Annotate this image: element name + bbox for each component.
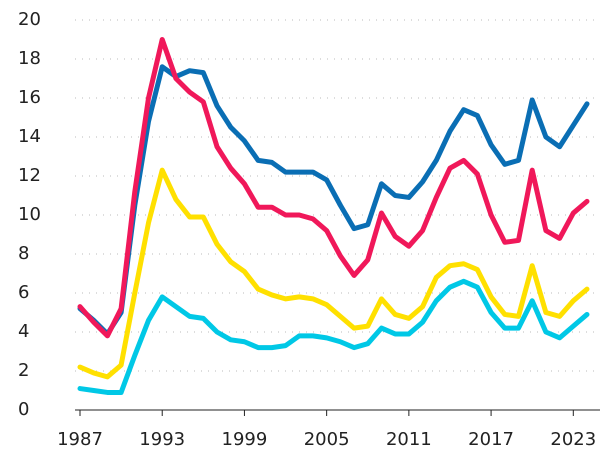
y-tick-label: 4 bbox=[18, 321, 29, 342]
x-tick-label: 1993 bbox=[139, 429, 185, 450]
y-tick-label: 14 bbox=[18, 126, 41, 147]
x-tick-label: 2005 bbox=[304, 429, 350, 450]
x-tick-label: 2011 bbox=[386, 429, 432, 450]
series-line bbox=[77, 64, 590, 337]
y-tick-label: 20 bbox=[18, 9, 41, 30]
x-tick-label: 1987 bbox=[57, 429, 103, 450]
y-tick-label: 16 bbox=[18, 87, 41, 108]
y-tick-label: 2 bbox=[18, 360, 29, 381]
y-tick-label: 8 bbox=[18, 243, 29, 264]
y-tick-label: 18 bbox=[18, 48, 41, 69]
series-line bbox=[77, 278, 590, 395]
x-tick-label: 2017 bbox=[468, 429, 514, 450]
y-tick-label: 10 bbox=[18, 204, 41, 225]
y-tick-label: 12 bbox=[18, 165, 41, 186]
y-tick-label: 6 bbox=[18, 282, 29, 303]
x-tick-label: 2023 bbox=[550, 429, 596, 450]
y-tick-label: 0 bbox=[18, 399, 29, 420]
series-line bbox=[77, 167, 590, 380]
series-line bbox=[77, 37, 590, 339]
x-tick-label: 1999 bbox=[222, 429, 268, 450]
